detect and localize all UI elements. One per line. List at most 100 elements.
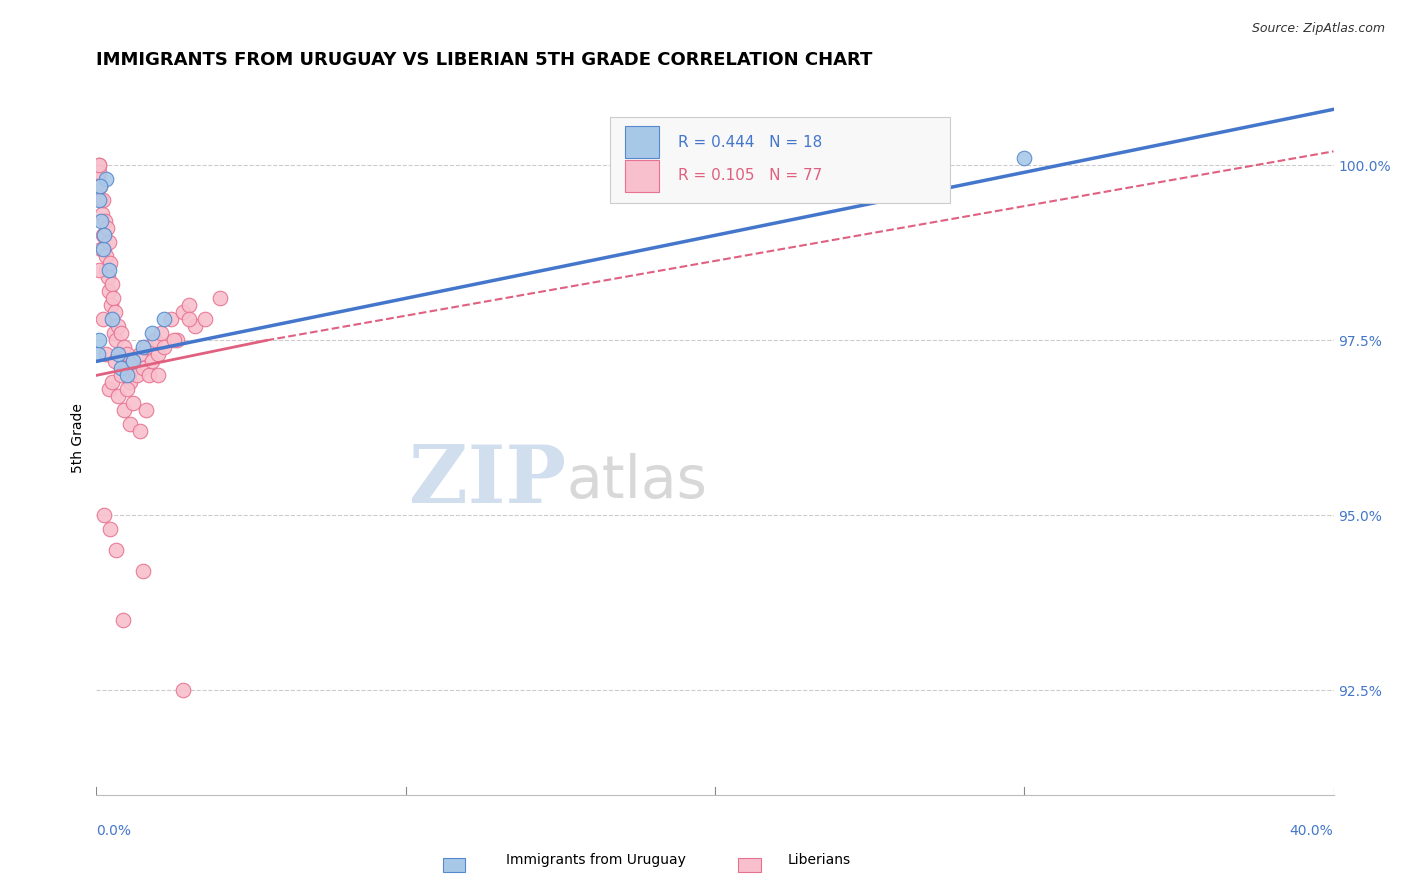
Point (172, 305, 194, 319)
Point (128, 347, 150, 361)
Point (101, 277, 124, 292)
Point (87, 347, 110, 361)
Point (90, 214, 112, 228)
Point (98, 285, 121, 299)
Point (87, 158, 110, 172)
Point (110, 326, 132, 341)
Point (107, 389, 129, 403)
Point (97, 270, 120, 285)
Text: ZIP: ZIP (409, 442, 567, 520)
Text: R = 0.105   N = 77: R = 0.105 N = 77 (678, 169, 823, 184)
Point (172, 683, 194, 698)
Point (143, 334, 166, 348)
Point (87, 334, 110, 348)
Point (89, 158, 111, 172)
Point (89, 194, 111, 208)
Point (135, 403, 157, 417)
Point (93, 228, 115, 243)
Point (97, 263, 120, 277)
Point (117, 347, 139, 361)
Text: 40.0%: 40.0% (1289, 824, 1333, 838)
Point (107, 319, 129, 334)
Text: 0.0%: 0.0% (97, 824, 131, 838)
Point (150, 326, 173, 341)
Point (112, 403, 135, 417)
Point (110, 361, 132, 376)
Point (93, 508, 115, 523)
Point (132, 361, 155, 376)
Point (96, 221, 118, 235)
Point (97, 383, 120, 397)
Text: Liberians: Liberians (787, 853, 851, 867)
Point (89, 263, 111, 277)
Point (94, 347, 117, 361)
Point (179, 312, 201, 326)
Point (128, 425, 150, 439)
Point (97, 235, 120, 250)
Point (153, 312, 176, 326)
Point (117, 383, 139, 397)
Point (105, 334, 128, 348)
Point (94, 172, 117, 186)
Text: Source: ZipAtlas.com: Source: ZipAtlas.com (1251, 22, 1385, 36)
Point (159, 312, 181, 326)
Point (209, 291, 232, 305)
Point (111, 613, 134, 627)
Point (117, 368, 139, 383)
Point (94, 263, 117, 277)
Point (105, 543, 128, 558)
Point (101, 312, 124, 326)
FancyBboxPatch shape (610, 117, 950, 202)
Point (89, 179, 111, 194)
Point (163, 334, 186, 348)
Point (98, 256, 121, 270)
Text: R = 0.444   N = 18: R = 0.444 N = 18 (678, 135, 823, 150)
Point (148, 347, 170, 361)
Point (103, 291, 125, 305)
Point (141, 326, 163, 341)
Point (179, 298, 201, 312)
Point (94, 214, 117, 228)
Point (148, 368, 170, 383)
Point (112, 340, 135, 354)
Point (114, 361, 136, 376)
Point (87, 165, 110, 179)
Point (110, 368, 132, 383)
Point (125, 368, 148, 383)
Point (108, 347, 131, 361)
Point (104, 354, 127, 368)
Point (1012, 152, 1035, 166)
Point (91, 243, 114, 257)
Point (101, 312, 124, 326)
Point (104, 305, 127, 319)
Point (132, 340, 155, 354)
Point (107, 347, 129, 361)
Point (184, 319, 207, 334)
Point (135, 340, 157, 354)
Point (120, 376, 142, 390)
Bar (624, 127, 659, 159)
Point (100, 298, 122, 312)
Point (111, 354, 134, 368)
Point (121, 361, 143, 376)
Point (90, 207, 112, 221)
Point (89, 179, 111, 194)
Y-axis label: 5th Grade: 5th Grade (72, 403, 86, 474)
Point (138, 368, 160, 383)
Point (122, 354, 145, 368)
Point (132, 565, 155, 579)
Point (141, 354, 163, 368)
Point (122, 354, 145, 368)
Point (90, 243, 112, 257)
Point (101, 376, 124, 390)
Point (118, 368, 141, 383)
Point (120, 417, 142, 432)
Point (87, 172, 110, 186)
Point (91, 194, 114, 208)
Point (91, 312, 114, 326)
Bar (624, 160, 659, 192)
Point (166, 334, 188, 348)
Text: IMMIGRANTS FROM URUGUAY VS LIBERIAN 5TH GRADE CORRELATION CHART: IMMIGRANTS FROM URUGUAY VS LIBERIAN 5TH … (97, 51, 873, 69)
Text: Immigrants from Uruguay: Immigrants from Uruguay (506, 853, 686, 867)
Point (90, 194, 112, 208)
